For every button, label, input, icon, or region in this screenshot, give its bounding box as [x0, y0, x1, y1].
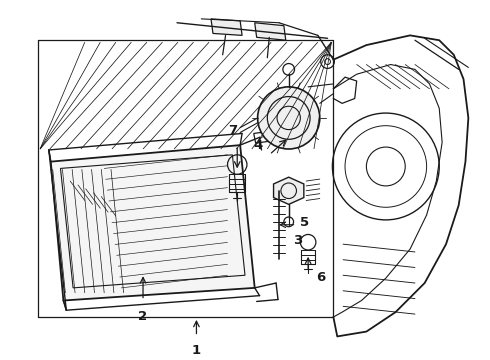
Polygon shape: [255, 23, 286, 40]
Polygon shape: [51, 145, 255, 301]
Text: 6: 6: [316, 271, 325, 284]
Text: 7: 7: [228, 124, 237, 138]
Circle shape: [258, 87, 320, 149]
Text: 5: 5: [300, 216, 310, 229]
Text: 3: 3: [294, 234, 303, 247]
Polygon shape: [273, 177, 304, 204]
Text: 2: 2: [139, 310, 147, 323]
Text: 1: 1: [192, 344, 201, 357]
Text: 4: 4: [253, 139, 262, 152]
Polygon shape: [211, 19, 242, 35]
